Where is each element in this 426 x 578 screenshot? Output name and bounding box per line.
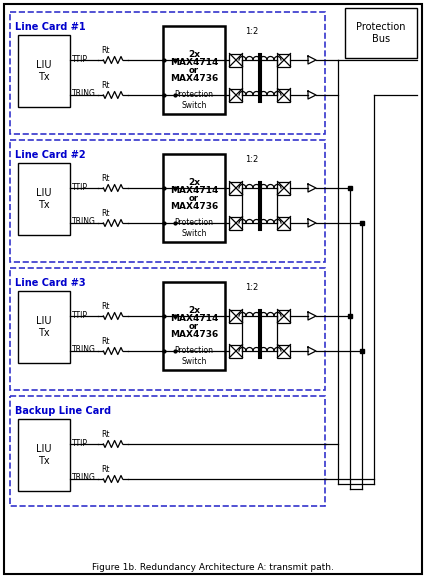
Bar [277,88,290,102]
Bar [18,419,70,491]
Text: TTIP: TTIP [72,54,88,64]
Text: or: or [189,323,199,331]
Bar [163,282,225,370]
Text: Protection
Bus: Protection Bus [355,22,405,44]
Bar [277,181,290,195]
Text: Rt: Rt [101,209,110,218]
Bar [229,181,242,195]
Text: LIU
Tx: LIU Tx [36,444,52,466]
Text: TTIP: TTIP [72,439,88,447]
Text: LIU
Tx: LIU Tx [36,188,52,210]
Text: 1:2: 1:2 [245,283,258,292]
Text: Protection
Switch: Protection Switch [174,90,213,110]
Text: Rt: Rt [101,465,110,474]
Bar [277,309,290,323]
Bar [344,8,416,58]
Text: TRING: TRING [72,473,96,483]
Text: or: or [189,194,199,203]
Bar [18,163,70,235]
Text: Protection
Switch: Protection Switch [174,218,213,238]
Bar [229,344,242,358]
Text: Rt: Rt [101,46,110,55]
Text: MAX4736: MAX4736 [170,75,218,83]
Text: 1:2: 1:2 [245,27,258,36]
Bar [10,268,324,390]
Text: MAX4736: MAX4736 [170,331,218,339]
Bar [277,217,290,229]
Text: or: or [189,66,199,76]
Text: Rt: Rt [101,81,110,90]
Text: MAX4714: MAX4714 [170,187,218,195]
Text: TRING: TRING [72,346,96,354]
Text: 2x: 2x [187,306,199,316]
Text: MAX4714: MAX4714 [170,314,218,324]
Bar [163,154,225,242]
Bar [277,344,290,358]
Text: TRING: TRING [72,90,96,98]
Bar [10,12,324,134]
Bar [229,54,242,66]
Bar [10,396,324,506]
Text: MAX4736: MAX4736 [170,202,218,212]
Bar [229,88,242,102]
Text: Rt: Rt [101,337,110,346]
Text: LIU
Tx: LIU Tx [36,60,52,82]
Bar [10,140,324,262]
Text: 1:2: 1:2 [245,155,258,164]
Bar [229,309,242,323]
Text: Line Card #2: Line Card #2 [15,150,86,160]
Text: Line Card #3: Line Card #3 [15,278,86,288]
Bar [229,217,242,229]
Text: TTIP: TTIP [72,310,88,320]
Text: Figure 1b. Redundancy Architecture A: transmit path.: Figure 1b. Redundancy Architecture A: tr… [92,563,333,572]
Text: Rt: Rt [101,174,110,183]
Text: 2x: 2x [187,50,199,60]
Text: Line Card #1: Line Card #1 [15,22,86,32]
Text: Backup Line Card: Backup Line Card [15,406,111,416]
Bar [277,54,290,66]
Text: 2x: 2x [187,179,199,187]
Text: Protection
Switch: Protection Switch [174,346,213,366]
Text: TRING: TRING [72,217,96,227]
Text: Rt: Rt [101,302,110,311]
Bar [18,291,70,363]
Text: Rt: Rt [101,430,110,439]
Text: LIU
Tx: LIU Tx [36,316,52,338]
Text: MAX4714: MAX4714 [170,58,218,68]
Text: TTIP: TTIP [72,183,88,191]
Bar [18,35,70,107]
Bar [163,26,225,114]
